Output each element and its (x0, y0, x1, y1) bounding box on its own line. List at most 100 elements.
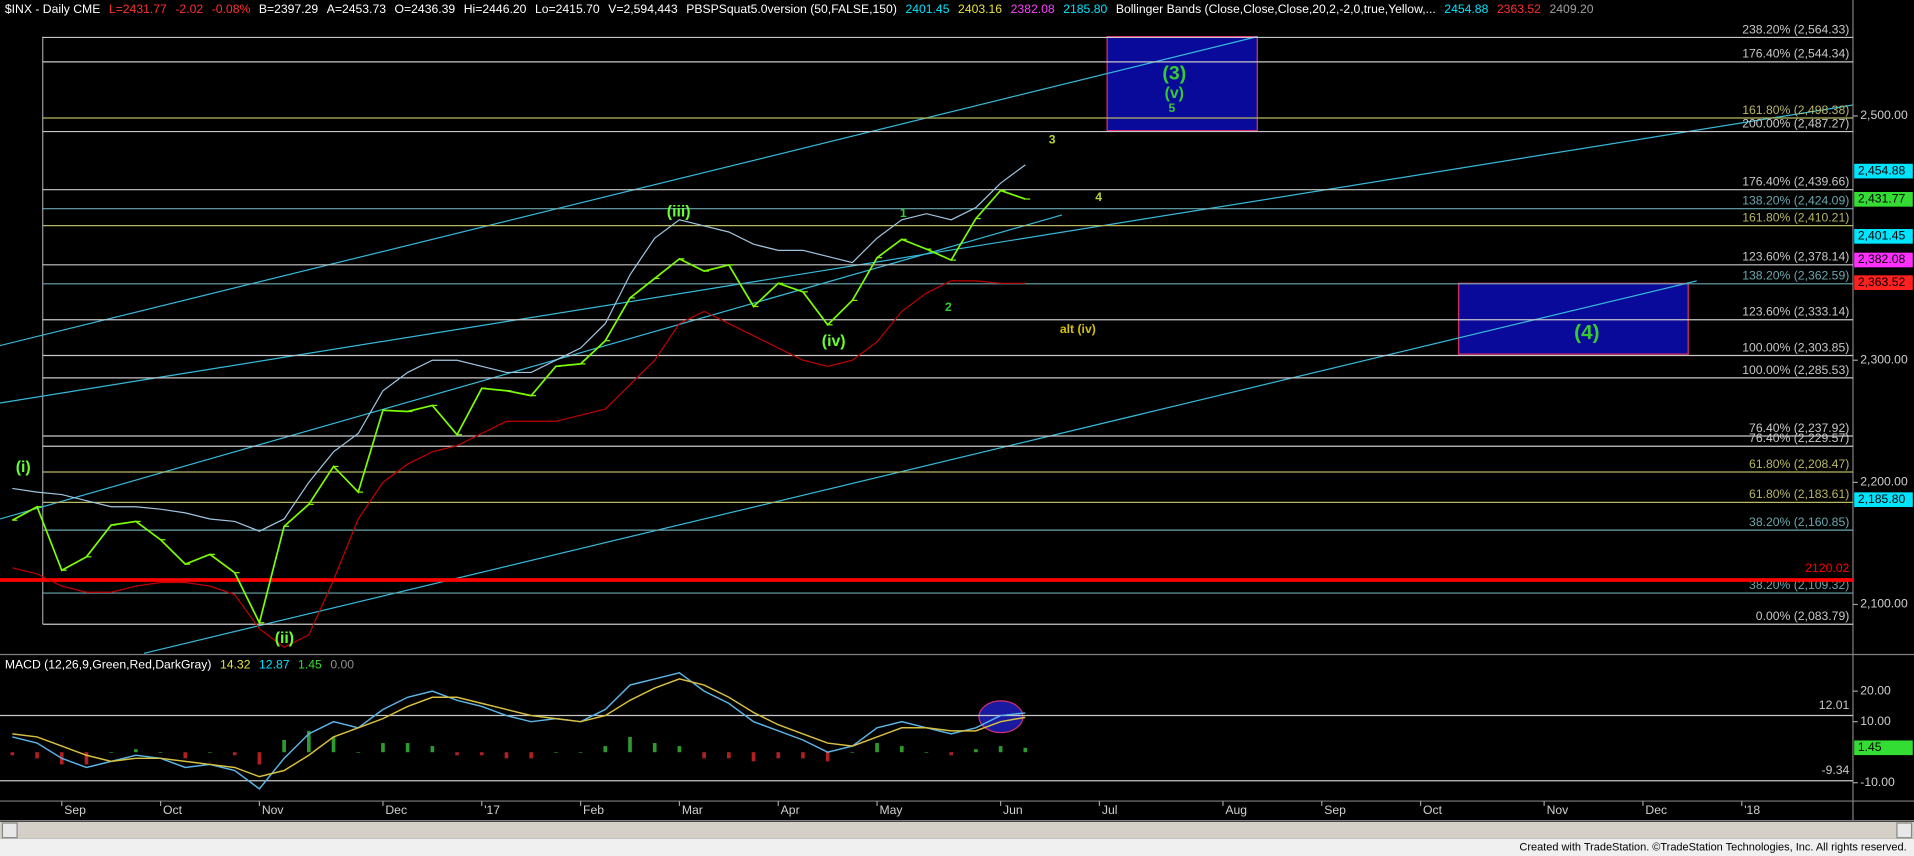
scrollbar[interactable] (0, 821, 1914, 839)
macd-histogram-bar (727, 752, 731, 759)
macd-histogram-bar (183, 752, 188, 759)
header-item: A=2453.73 (327, 2, 387, 16)
x-tick-label: Jun (1003, 803, 1023, 817)
level-label: 138.20% (2,424.09) (1742, 194, 1849, 208)
y-tick-label: -10.00 (1860, 775, 1895, 789)
macd-histogram-bar (455, 752, 459, 756)
wave-label: 3 (1049, 133, 1056, 147)
header-item: -0.08% (212, 2, 251, 16)
macd-histogram-bar (208, 752, 212, 753)
macd-histogram-bar (628, 736, 632, 753)
macd-histogram-bar (430, 746, 435, 753)
header-item: PBSPSquat5.0version (50,FALSE,150) (686, 2, 897, 16)
macd-histogram-bar (529, 752, 534, 759)
macd-line (12, 672, 1026, 790)
wave-label: 4 (1095, 190, 1102, 204)
level-label: 100.00% (2,285.53) (1742, 363, 1849, 377)
macd-histogram-bar (84, 752, 89, 765)
highlight-ellipse (978, 700, 1024, 734)
header-item: L=2431.77 (109, 2, 167, 16)
macd-histogram-bar (776, 752, 781, 759)
macd-histogram-bar (257, 752, 262, 765)
macd-histogram-bar (109, 752, 114, 753)
macd-histogram-bar (405, 743, 410, 753)
price-flag-label: 2,382.08 (1858, 252, 1906, 266)
macd-histogram-bar (306, 730, 311, 753)
macd-histogram-bar (652, 743, 657, 753)
macd-histogram-bar (282, 739, 286, 753)
x-tick-label: Nov (1547, 803, 1570, 817)
header-item: 2363.52 (1497, 2, 1541, 16)
macd-histogram-bar (702, 752, 706, 759)
x-tick-label: Aug (1225, 803, 1247, 817)
footer: Created with TradeStation. ©TradeStation… (1519, 841, 1906, 853)
channel-line (0, 214, 1063, 520)
header-item: MACD (12,26,9,Green,Red,DarkGray) (5, 658, 212, 672)
level-label: 61.80% (2,183.61) (1749, 487, 1849, 501)
header-item: B=2397.29 (259, 2, 319, 16)
macd-histogram-bar (751, 752, 756, 762)
level-label: 176.40% (2,439.66) (1742, 175, 1849, 189)
x-tick-label: Feb (583, 803, 604, 817)
x-tick-label: '18 (1744, 803, 1760, 817)
header-item: 2454.88 (1444, 2, 1488, 16)
wave-label: (i) (16, 459, 31, 476)
level-label: 38.20% (2,160.85) (1749, 515, 1849, 529)
level-label: 161.80% (2,410.21) (1742, 211, 1849, 225)
wave-label: 2 (945, 300, 952, 314)
bollinger-band (12, 280, 1026, 648)
macd-histogram-bar (850, 752, 855, 753)
macd-histogram-bar (974, 749, 978, 753)
header-item: 1.45 (298, 658, 322, 672)
header-item: Lo=2415.70 (535, 2, 600, 16)
macd-histogram-bar (504, 752, 509, 759)
header-item: 2382.08 (1011, 2, 1055, 16)
header-item: -2.02 (175, 2, 203, 16)
level-label: -9.34 (1822, 763, 1850, 777)
x-tick-label: Sep (1324, 803, 1346, 817)
header-item: 2409.20 (1550, 2, 1594, 16)
wave-label: (iv) (822, 333, 846, 350)
macd-histogram-bar (331, 736, 336, 753)
y-tick-label: 2,300.00 (1860, 352, 1908, 366)
header-item: 2401.45 (905, 2, 949, 16)
level-label: 123.60% (2,333.14) (1742, 305, 1849, 319)
x-tick-label: '17 (484, 803, 500, 817)
price-flag (1854, 252, 1913, 268)
y-tick-label: 10.00 (1860, 714, 1891, 728)
x-tick-label: Oct (163, 803, 183, 817)
x-tick-label: Dec (1645, 803, 1667, 817)
macd-histogram-bar (677, 746, 682, 753)
header-item: 12.87 (259, 658, 290, 672)
macd-histogram-bar (899, 746, 904, 753)
macd-histogram-bar (949, 752, 954, 756)
macd-histogram-bar (875, 743, 879, 753)
level-label: 238.20% (2,564.33) (1742, 22, 1849, 36)
level-label: 123.60% (2,378.14) (1742, 250, 1849, 264)
y-tick-label: 2,500.00 (1860, 108, 1908, 122)
y-tick-label: 2,200.00 (1860, 475, 1908, 489)
level-label: 100.00% (2,303.85) (1742, 340, 1849, 354)
channel-line (143, 280, 1697, 654)
header-item: Hi=2446.20 (464, 2, 527, 16)
header-item: Bollinger Bands (Close,Close,Close,20,2,… (1116, 2, 1436, 16)
macd-histogram-bar (825, 752, 830, 762)
x-tick-label: Mar (682, 803, 703, 817)
header-item: O=2436.39 (395, 2, 456, 16)
macd-histogram-bar (998, 746, 1003, 753)
price-flag (1854, 191, 1913, 207)
scroll-right[interactable] (1896, 822, 1913, 839)
x-tick-label: Nov (262, 803, 285, 817)
wave-label: 5 (1168, 101, 1175, 115)
scroll-left[interactable] (1, 822, 18, 839)
signal-line (12, 678, 1026, 778)
x-tick-label: Apr (781, 803, 800, 817)
header-item: $INX - Daily CME (5, 2, 100, 16)
wave-label: 1 (900, 206, 907, 220)
level-label: 200.00% (2,487.27) (1742, 116, 1849, 130)
price-flag-label: 2,363.52 (1858, 275, 1906, 289)
level-label: 61.80% (2,208.47) (1749, 457, 1849, 471)
level-label: 12.01 (1819, 698, 1850, 712)
